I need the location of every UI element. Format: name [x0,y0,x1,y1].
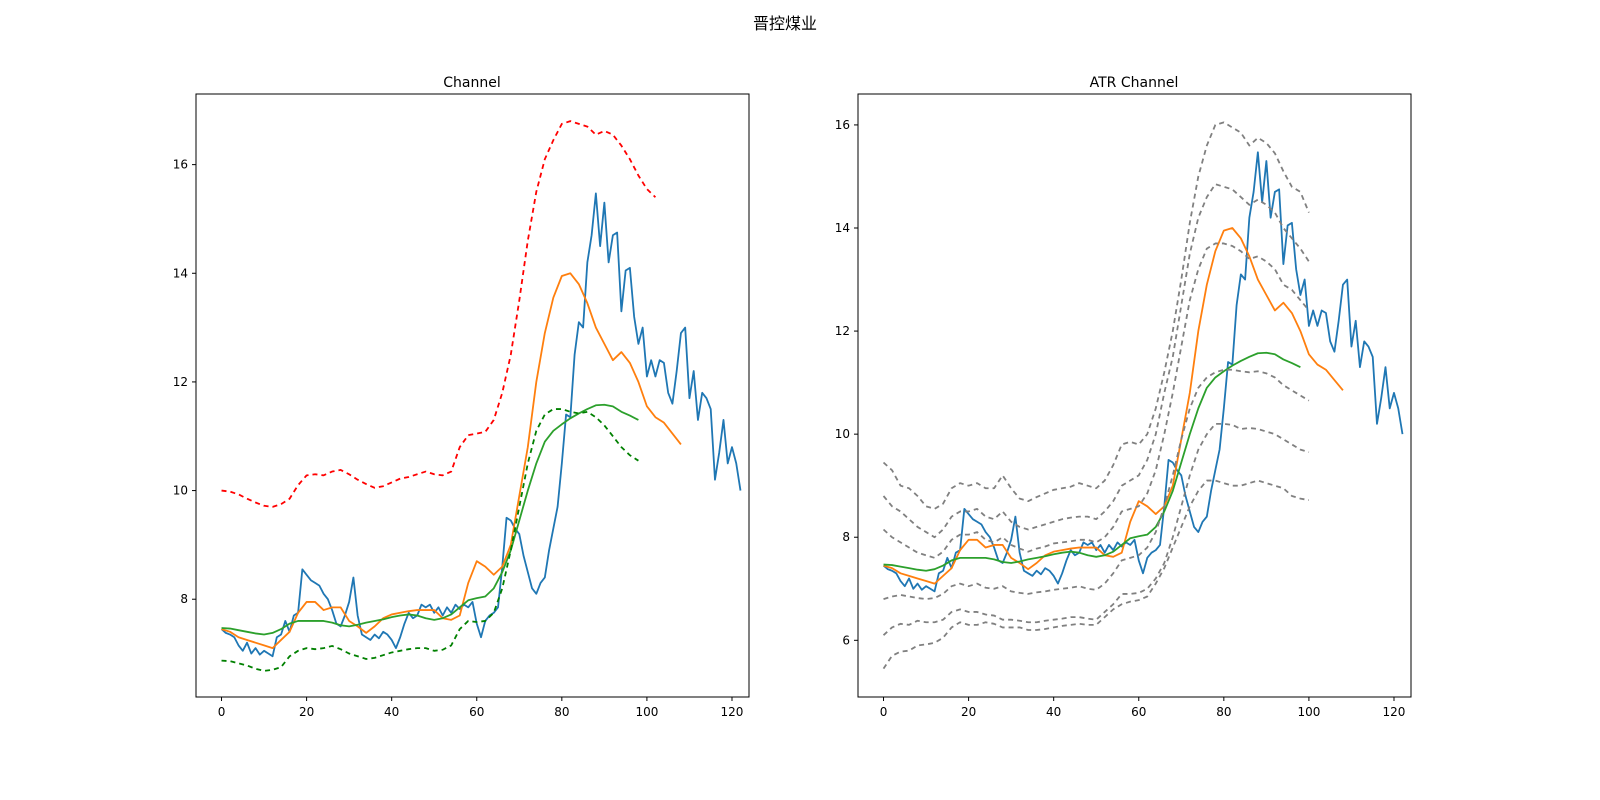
atr-channel-atr-upper-3-line [882,121,1310,510]
channel-series-layer [220,120,742,672]
channel-panel: Channel 0 20 40 60 80 100 120 8 10 12 14 16 [173,75,750,719]
atr-channel-y-tick-label: 8 [842,530,850,544]
atr-channel-series-layer [882,121,1404,670]
atr-channel-y-tick-label: 14 [835,221,850,235]
atr-channel-y-tick-label: 12 [835,324,850,338]
channel-lower-band-line [221,408,639,672]
atr-channel-x-tick-label: 60 [1131,705,1146,719]
channel-x-tick-label: 60 [469,705,484,719]
atr-channel-atr-lower-1-line [883,368,1310,600]
atr-channel-atr-lower-2-line [882,422,1310,636]
atr-channel-x-tick-label: 40 [1046,705,1061,719]
atr-channel-y-tick-label: 16 [835,118,850,132]
channel-panel-title: Channel [443,75,500,91]
atr-channel-x-tick-label: 120 [1383,705,1406,719]
atr-channel-atr-upper-2-line [882,183,1310,539]
channel-x-tick-label: 120 [721,705,744,719]
channel-upper-band-line [221,120,657,508]
atr-channel-plot-frame [857,93,1412,698]
atr-channel-panel-title: ATR Channel [1090,75,1179,91]
channel-axes: 0 20 40 60 80 100 120 8 10 12 14 16 [173,158,744,719]
channel-x-tick-label: 100 [635,705,658,719]
atr-channel-x-tick-label: 20 [961,705,976,719]
atr-channel-x-tick-label: 100 [1297,705,1320,719]
channel-fast-ma-line [221,272,682,650]
channel-y-tick-label: 16 [173,158,188,172]
atr-channel-slow-ma-line [883,351,1301,572]
atr-channel-fast-ma-line [883,227,1344,585]
atr-channel-y-tick-label: 10 [835,427,850,441]
channel-x-tick-label: 0 [218,705,226,719]
atr-channel-x-tick-label: 80 [1216,705,1231,719]
channel-y-tick-label: 12 [173,375,188,389]
channel-plot-frame [195,93,750,698]
channel-slow-ma-line [221,403,639,636]
atr-channel-panel: ATR Channel 0 20 40 60 80 100 120 6 8 10 12 14 16 [835,75,1412,719]
atr-channel-x-tick-label: 0 [880,705,888,719]
channel-close-line [220,192,742,658]
atr-channel-y-tick-label: 6 [842,633,850,647]
channel-x-tick-label: 80 [554,705,569,719]
channel-x-tick-label: 40 [384,705,399,719]
channel-y-tick-label: 14 [173,266,188,280]
channel-x-tick-label: 20 [299,705,314,719]
atr-channel-axes: 0 20 40 60 80 100 120 6 8 10 12 14 16 [835,118,1406,719]
atr-channel-close-line [882,151,1404,593]
channel-y-tick-label: 10 [173,484,188,498]
channel-y-tick-label: 8 [180,592,188,606]
figure-suptitle: 晋控煤业 [753,14,817,33]
